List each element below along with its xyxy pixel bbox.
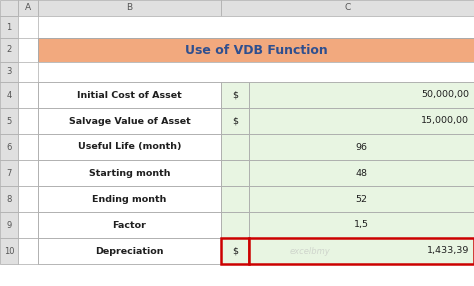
Bar [0, 186, 18, 212]
Text: $: $ [232, 247, 238, 255]
Text: 10: 10 [4, 247, 14, 255]
Bar [38, 212, 221, 238]
Bar [18, 238, 38, 264]
Bar [18, 82, 38, 108]
Bar [38, 108, 221, 134]
Text: 8: 8 [6, 194, 12, 204]
Bar [221, 0, 474, 16]
Text: Useful Life (month): Useful Life (month) [78, 142, 181, 152]
Bar [38, 62, 474, 82]
Text: 1: 1 [6, 23, 12, 31]
Text: Starting month: Starting month [89, 168, 170, 178]
Text: 4: 4 [6, 90, 12, 100]
Bar [221, 108, 249, 134]
Bar [38, 16, 474, 38]
Bar [18, 212, 38, 238]
Bar [0, 0, 18, 16]
Bar [221, 160, 249, 186]
Text: Factor: Factor [112, 221, 146, 229]
Bar [249, 108, 474, 134]
Bar [38, 0, 221, 16]
Bar [221, 82, 249, 108]
Bar [18, 0, 38, 16]
Bar [0, 134, 18, 160]
Bar [18, 160, 38, 186]
Text: 15,000,00: 15,000,00 [421, 116, 469, 126]
Text: 2: 2 [6, 45, 12, 55]
Bar [18, 134, 38, 160]
Bar [18, 108, 38, 134]
Bar [0, 238, 18, 264]
Bar [249, 134, 474, 160]
Bar [249, 160, 474, 186]
Text: 7: 7 [6, 168, 12, 178]
Bar [249, 82, 474, 108]
Bar [38, 82, 221, 108]
Text: B: B [127, 3, 133, 13]
Text: Ending month: Ending month [92, 194, 167, 204]
Text: 50,000,00: 50,000,00 [421, 90, 469, 100]
Bar [0, 62, 18, 82]
Bar [38, 38, 474, 62]
Bar [18, 186, 38, 212]
Text: excelbmy: excelbmy [289, 247, 330, 255]
Bar [0, 16, 18, 38]
Text: 5: 5 [6, 116, 12, 126]
Text: Use of VDB Function: Use of VDB Function [185, 43, 328, 57]
Text: C: C [345, 3, 351, 13]
Bar [249, 212, 474, 238]
Text: 9: 9 [6, 221, 12, 229]
Bar [38, 134, 221, 160]
Bar [38, 186, 221, 212]
Bar [18, 38, 38, 62]
Text: Depreciation: Depreciation [95, 247, 164, 255]
Bar [38, 160, 221, 186]
Text: 6: 6 [6, 142, 12, 152]
Text: A: A [25, 3, 31, 13]
Bar [18, 62, 38, 82]
Text: 1,5: 1,5 [354, 221, 369, 229]
Bar [18, 16, 38, 38]
Text: 3: 3 [6, 67, 12, 76]
Bar [221, 212, 249, 238]
Text: 96: 96 [356, 142, 367, 152]
Bar [0, 212, 18, 238]
Bar [249, 238, 474, 264]
Bar [221, 134, 249, 160]
Bar [221, 238, 249, 264]
Bar [0, 160, 18, 186]
Bar [221, 186, 249, 212]
Text: Initial Cost of Asset: Initial Cost of Asset [77, 90, 182, 100]
Text: Salvage Value of Asset: Salvage Value of Asset [69, 116, 191, 126]
Text: $: $ [232, 90, 238, 100]
Bar [0, 38, 18, 62]
Bar [0, 108, 18, 134]
Text: 52: 52 [356, 194, 367, 204]
Text: 1,433,39: 1,433,39 [427, 247, 469, 255]
Text: 48: 48 [356, 168, 367, 178]
Text: $: $ [232, 116, 238, 126]
Bar [0, 82, 18, 108]
Bar [38, 238, 221, 264]
Bar [249, 186, 474, 212]
